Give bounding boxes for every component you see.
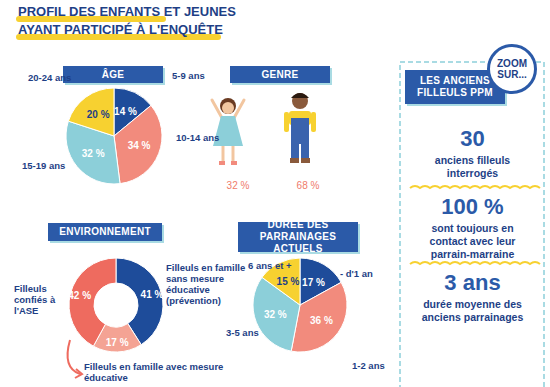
svg-text:20 %: 20 % <box>87 109 110 120</box>
html-text:5-9 ans: 5-9 ans <box>172 70 205 81</box>
html-text:15-19 ans: 15-19 ans <box>22 160 66 171</box>
html-text:LES ANCIENS FILLEULS PPM: LES ANCIENS FILLEULS PPM <box>417 75 493 98</box>
html-text:ÂGE: ÂGE <box>101 68 125 80</box>
html-text:6 ans et +: 6 ans et + <box>248 260 292 271</box>
html-text:1-2 ans: 1-2 ans <box>352 360 385 371</box>
html-text:anciens filleuls interrogés: anciens filleuls interrogés <box>434 154 511 179</box>
html-text:Filleuls en famille sans mesur: Filleuls en famille sans mesure éducativ… <box>166 262 246 306</box>
html-text:Filleuls en famille avec mesur: Filleuls en famille avec mesure éducativ… <box>84 361 224 383</box>
html-text:3-5 ans: 3-5 ans <box>226 327 259 338</box>
html-text:PROFIL DES ENFANTS ET JEUNES: PROFIL DES ENFANTS ET JEUNES <box>18 4 236 19</box>
svg-text:34 %: 34 % <box>128 140 151 151</box>
svg-text:42 %: 42 % <box>68 290 91 301</box>
html-text:68 %: 68 % <box>296 180 320 191</box>
html-text:DURÉE DES PARRAINAGES ACTUELS: DURÉE DES PARRAINAGES ACTUELS <box>259 219 337 254</box>
svg-text:14 %: 14 % <box>114 106 137 117</box>
html-text:20-24 ans: 20-24 ans <box>28 72 72 83</box>
html-text:ENVIRONNEMENT: ENVIRONNEMENT <box>59 226 151 237</box>
svg-text:17 %: 17 % <box>106 337 129 348</box>
html-text:10-14 ans: 10-14 ans <box>176 132 220 143</box>
html-text:30: 30 <box>460 126 485 151</box>
html-text:- d'1 an: - d'1 an <box>340 268 373 279</box>
html-text:100 %: 100 % <box>441 194 504 219</box>
svg-text:32 %: 32 % <box>264 309 287 320</box>
html-text:durée moyenne des anciens parr: durée moyenne des anciens parrainages <box>421 298 524 323</box>
html-text:32 %: 32 % <box>226 180 250 191</box>
html-text:SUR...: SUR... <box>497 69 527 80</box>
html-text:AYANT PARTICIPÉ À L'ENQUÊTE: AYANT PARTICIPÉ À L'ENQUÊTE <box>18 22 223 37</box>
html-text:3 ans: 3 ans <box>444 270 501 295</box>
svg-text:41 %: 41 % <box>141 289 164 300</box>
html-text:sont toujours en contact avec: sont toujours en contact avec leur parra… <box>429 222 516 260</box>
html-text:GENRE: GENRE <box>261 68 299 80</box>
svg-text:15 %: 15 % <box>277 276 300 287</box>
html-text:Filleuls confiés à l'ASE: Filleuls confiés à l'ASE <box>14 283 56 316</box>
svg-text:32 %: 32 % <box>82 148 105 159</box>
svg-text:17 %: 17 % <box>302 277 325 288</box>
html-text:ZOOM: ZOOM <box>497 58 527 69</box>
svg-text:36 %: 36 % <box>310 315 333 326</box>
